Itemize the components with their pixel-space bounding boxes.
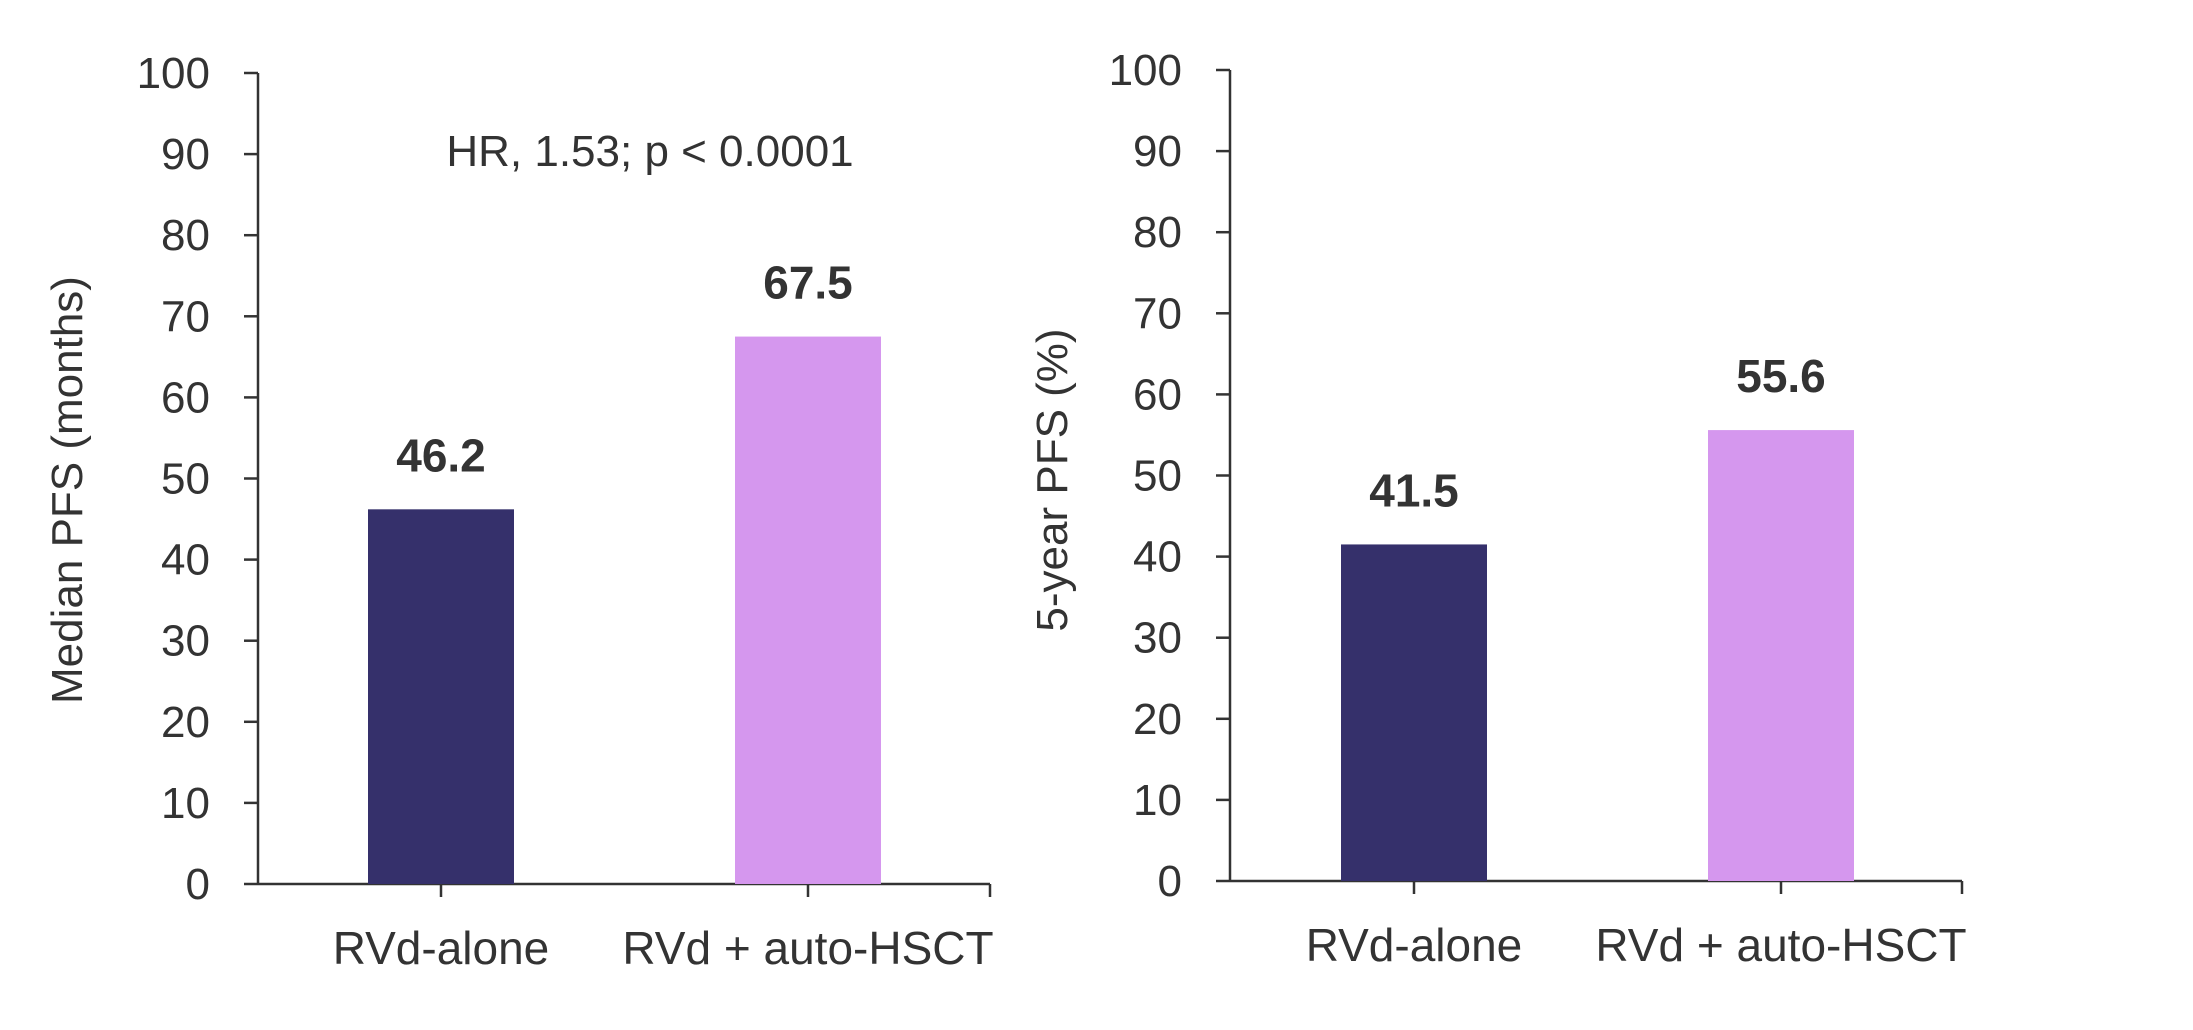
- x-tick-label: RVd + auto-HSCT: [622, 922, 993, 974]
- data-label: 46.2: [396, 429, 486, 481]
- y-tick-label: 20: [161, 698, 210, 747]
- y-tick-label: 10: [161, 779, 210, 828]
- y-tick-label: 50: [161, 455, 210, 504]
- y-axis-label: Median PFS (months): [43, 276, 92, 704]
- bar: [1341, 544, 1487, 881]
- hr-annotation: HR, 1.53; p < 0.0001: [446, 127, 853, 176]
- bar: [1708, 430, 1854, 881]
- y-tick-label: 100: [1109, 46, 1182, 95]
- bar: [368, 509, 514, 884]
- y-tick-label: 40: [1133, 533, 1182, 582]
- y-tick-label: 70: [1133, 289, 1182, 338]
- y-tick-label: 50: [1133, 452, 1182, 501]
- y-tick-label: 60: [1133, 370, 1182, 419]
- y-tick-label: 20: [1133, 695, 1182, 744]
- y-axis-label: 5-year PFS (%): [1028, 328, 1077, 631]
- y-tick-label: 90: [1133, 127, 1182, 176]
- y-tick-label: 30: [161, 617, 210, 666]
- y-tick-label: 60: [161, 373, 210, 422]
- x-tick-label: RVd + auto-HSCT: [1595, 919, 1966, 971]
- median-pfs-chart: Median PFS (months) HR, 1.53; p < 0.0001…: [43, 49, 994, 974]
- five-year-pfs-chart: 5-year PFS (%) 0 10 20 30 40 50 60 70 80 90 100 41.…: [1028, 46, 1967, 971]
- data-label: 41.5: [1369, 464, 1459, 516]
- x-tick-label: RVd-alone: [1306, 919, 1523, 971]
- bar: [735, 336, 881, 884]
- y-tick-label: 100: [137, 49, 210, 98]
- y-tick-label: 80: [161, 211, 210, 260]
- y-tick-label: 0: [1158, 857, 1182, 906]
- data-label: 67.5: [763, 257, 853, 309]
- y-tick-label: 0: [186, 860, 210, 909]
- y-tick-label: 40: [161, 536, 210, 585]
- y-tick-label: 10: [1133, 776, 1182, 825]
- y-tick-label: 30: [1133, 614, 1182, 663]
- y-tick-label: 90: [161, 130, 210, 179]
- data-label: 55.6: [1736, 350, 1826, 402]
- y-tick-label: 70: [161, 292, 210, 341]
- x-tick-label: RVd-alone: [333, 922, 550, 974]
- y-tick-label: 80: [1133, 208, 1182, 257]
